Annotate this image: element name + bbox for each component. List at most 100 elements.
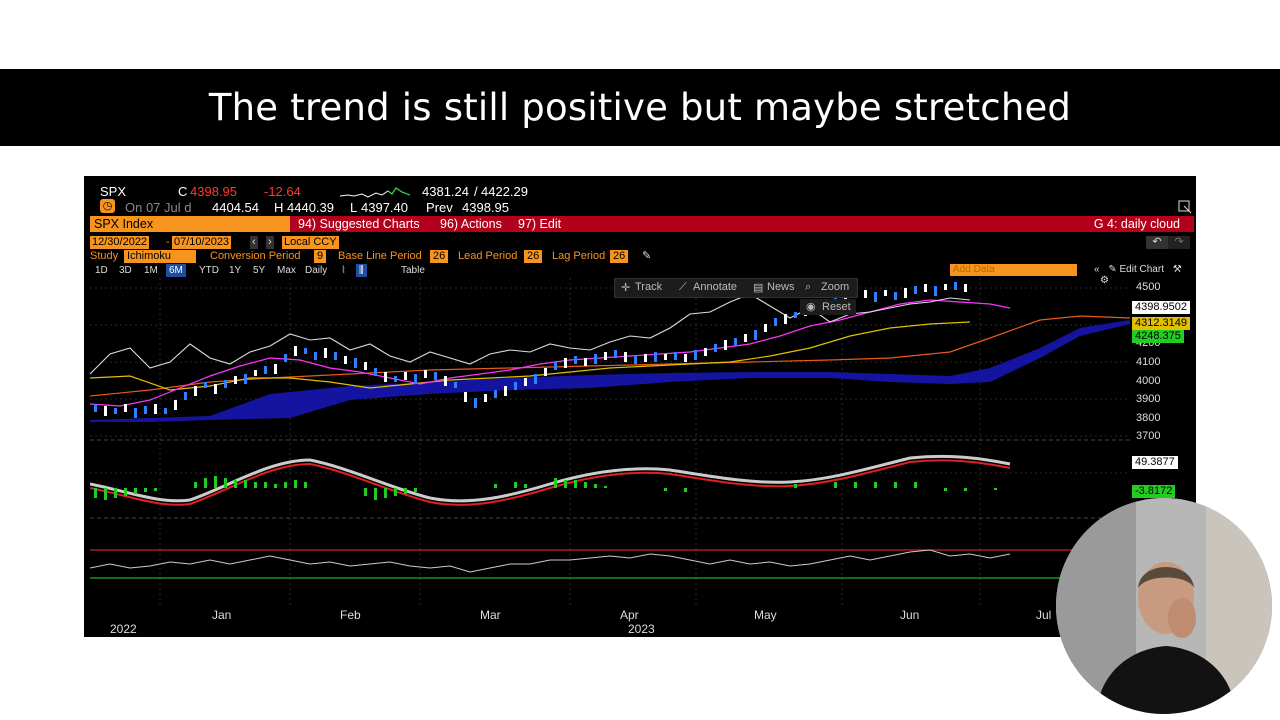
suggested-charts-menu[interactable]: 94) Suggested Charts: [298, 217, 420, 231]
study-label: Study: [90, 250, 119, 262]
high-label: H: [274, 200, 284, 215]
tab-ytd[interactable]: YTD: [199, 265, 219, 276]
high-price: 4440.39: [287, 200, 334, 215]
tenkan-line: [90, 299, 1011, 407]
candles: [94, 282, 967, 418]
settings-icon[interactable]: ⚙: [1100, 275, 1109, 286]
annotate-icon: ⟋: [679, 281, 687, 293]
frequency-select[interactable]: Daily: [305, 265, 328, 276]
tab-5y[interactable]: 5Y: [253, 265, 266, 276]
oscillator-tag: 49.3877: [1132, 456, 1178, 469]
month-label: Jan: [212, 608, 232, 622]
chart-toolbar: ✛ Track ⟋ Annotate ▤ News ⌕ Zoom: [614, 278, 858, 298]
tab-3d[interactable]: 3D: [119, 265, 132, 276]
sparkline-icon: [340, 187, 410, 198]
line-chart-icon[interactable]: ⌇: [341, 265, 346, 276]
low-price: 4397.40: [361, 200, 408, 215]
low-label: L: [350, 200, 358, 215]
zoom-button[interactable]: Zoom: [821, 281, 850, 293]
range-low: 4381.24: [422, 184, 469, 199]
tab-1d[interactable]: 1D: [95, 265, 108, 276]
news-button[interactable]: News: [767, 281, 795, 293]
slide-title: The trend is still positive but maybe st…: [0, 69, 1280, 146]
edit-pencil-icon[interactable]: ✎: [1108, 264, 1117, 275]
news-icon: ▤: [753, 282, 764, 294]
lead-field[interactable]: 26: [524, 250, 543, 263]
ichimoku-cloud: [90, 320, 1130, 422]
expand-icon[interactable]: [1178, 200, 1192, 214]
lag-label: Lag Period: [552, 250, 606, 262]
year-label: 2022: [110, 622, 137, 636]
radio-icon: ◉: [806, 301, 816, 313]
lagging-span: [90, 293, 971, 375]
date-line: On 07 Jul d: [125, 200, 192, 215]
conversion-label: Conversion Period: [210, 250, 301, 262]
prev-label: Prev: [426, 200, 453, 215]
tools-icon[interactable]: ⚒: [1172, 264, 1182, 275]
kijun-tag: 4312.3149: [1132, 317, 1190, 330]
month-label: Feb: [340, 608, 361, 622]
tab-6m[interactable]: 6M: [166, 264, 186, 277]
cloud-tag: 4248.375: [1132, 330, 1184, 343]
annotate-button[interactable]: Annotate: [693, 281, 738, 293]
tab-max[interactable]: Max: [277, 265, 296, 276]
last-prefix: C: [178, 184, 188, 199]
last-price-tag: 4398.9502: [1132, 301, 1190, 314]
range-high: 4422.29: [481, 184, 528, 199]
month-label: Jun: [900, 608, 920, 622]
price-chart[interactable]: [90, 278, 1130, 608]
terminal-icon: ◷: [100, 199, 115, 213]
start-date-field[interactable]: 12/30/2022: [90, 236, 150, 249]
actions-menu[interactable]: 96) Actions: [440, 217, 502, 231]
edit-chart-group: « ✎ Edit Chart ⚒ ⚙: [1094, 264, 1196, 286]
rsi-line: [90, 549, 1011, 573]
ticker: SPX: [100, 184, 127, 199]
year-label: 2023: [628, 622, 655, 636]
month-label: Mar: [480, 608, 501, 622]
edit-menu[interactable]: 97) Edit: [518, 217, 562, 231]
zoom-icon: ⌕: [805, 281, 812, 293]
range-sep: /: [474, 184, 478, 199]
conversion-field[interactable]: 9: [314, 250, 327, 263]
histogram: [94, 476, 997, 500]
tab-1y[interactable]: 1Y: [229, 265, 242, 276]
oscillator-line: [90, 454, 1011, 503]
presenter-video: [1056, 498, 1272, 714]
redo-icon[interactable]: ↷: [1168, 236, 1190, 249]
lag-field[interactable]: 26: [610, 250, 629, 263]
security-field[interactable]: SPX Index: [90, 216, 290, 232]
next-range-button[interactable]: ›: [266, 236, 274, 249]
pencil-icon[interactable]: ✎: [642, 250, 652, 262]
candle-chart-icon[interactable]: ⫼: [356, 264, 367, 277]
presenter-avatar-icon: [1056, 498, 1272, 714]
command-bar: SPX Index 94) Suggested Charts 96) Actio…: [90, 216, 1194, 232]
add-data-field[interactable]: Add Data: [950, 264, 1077, 276]
chart-name: G 4: daily cloud: [1093, 217, 1180, 231]
base-field[interactable]: 26: [430, 250, 449, 263]
crosshair-icon: ✛: [621, 282, 631, 294]
leading-span-b: [90, 315, 1130, 397]
bloomberg-chart-window: SPX C 4398.95 -12.64 4381.24 / 4422.29 ◷…: [84, 176, 1196, 637]
histogram-tag: -3.8172: [1132, 485, 1176, 498]
price-change: -12.64: [264, 184, 301, 199]
edit-chart-button[interactable]: Edit Chart: [1119, 264, 1164, 275]
month-label: Apr: [620, 608, 639, 622]
signal-line: [90, 459, 1011, 506]
last-price: 4398.95: [190, 184, 237, 199]
study-select[interactable]: Ichimoku: [124, 250, 196, 263]
track-button[interactable]: Track: [635, 281, 663, 293]
prev-range-button[interactable]: ‹: [250, 236, 258, 249]
month-label: Jul: [1036, 608, 1052, 622]
currency-select[interactable]: Local CCY: [282, 236, 339, 249]
base-label: Base Line Period: [338, 250, 422, 262]
collapse-icon[interactable]: «: [1094, 264, 1100, 275]
prev-price: 4398.95: [462, 200, 509, 215]
reset-button[interactable]: ◉ Reset: [800, 299, 856, 315]
end-date-field[interactable]: 07/10/2023: [172, 236, 232, 249]
month-label: May: [754, 608, 777, 622]
tab-1m[interactable]: 1M: [144, 265, 158, 276]
lead-label: Lead Period: [458, 250, 518, 262]
undo-icon[interactable]: ↶: [1146, 236, 1168, 249]
open-price: 4404.54: [212, 200, 259, 215]
tab-table[interactable]: Table: [401, 265, 425, 276]
